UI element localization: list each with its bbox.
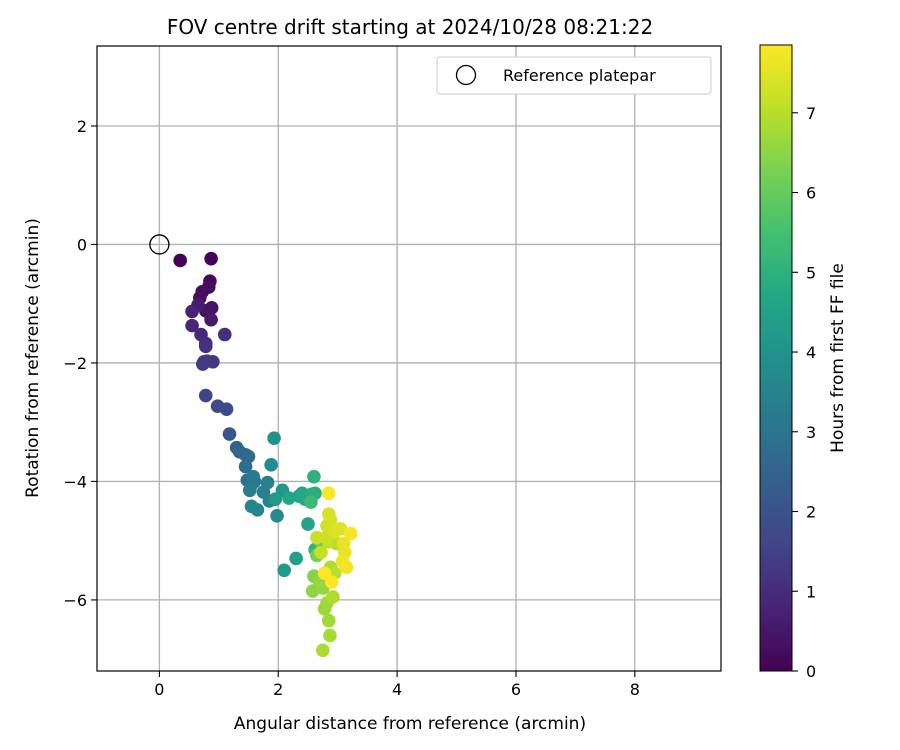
data-point bbox=[250, 503, 265, 517]
data-point bbox=[198, 339, 213, 354]
y-tick-label: 2 bbox=[77, 117, 87, 136]
data-point bbox=[185, 318, 199, 333]
data-point bbox=[195, 357, 210, 371]
colorbar-tick-label: 4 bbox=[806, 343, 816, 362]
chart-title: FOV centre drift starting at 2024/10/28 … bbox=[167, 15, 653, 39]
data-point bbox=[326, 590, 340, 604]
y-axis-label: Rotation from reference (arcmin) bbox=[23, 218, 43, 498]
scatter-points bbox=[173, 251, 358, 658]
colorbar-tick-label: 7 bbox=[806, 104, 816, 123]
reference-marker bbox=[149, 234, 170, 255]
colorbar-tick-label: 2 bbox=[806, 503, 816, 522]
data-point bbox=[282, 491, 296, 505]
data-point bbox=[222, 427, 237, 441]
data-point bbox=[242, 483, 257, 498]
x-ticks: 0 2 4 6 8 bbox=[154, 671, 640, 699]
data-point bbox=[204, 312, 218, 327]
reference-platepar-marker bbox=[149, 234, 170, 255]
data-point bbox=[321, 613, 336, 628]
data-point bbox=[333, 522, 348, 536]
colorbar-tick-label: 3 bbox=[806, 423, 816, 442]
colorbar-ticks: 0 1 2 3 4 5 6 7 bbox=[792, 104, 816, 681]
data-point bbox=[301, 517, 315, 531]
y-tick-label: 0 bbox=[77, 235, 87, 254]
data-point bbox=[343, 526, 358, 541]
data-point bbox=[267, 431, 281, 445]
data-point bbox=[270, 508, 284, 523]
y-tick-label: −4 bbox=[63, 472, 87, 491]
legend-marker-icon bbox=[455, 64, 477, 86]
data-point bbox=[277, 563, 292, 578]
y-tick-label: −2 bbox=[63, 354, 87, 373]
data-point bbox=[317, 566, 332, 581]
data-point bbox=[173, 253, 187, 268]
data-point bbox=[185, 304, 199, 319]
colorbar-tick-label: 5 bbox=[806, 263, 816, 282]
colorbar-tick-label: 1 bbox=[806, 582, 816, 601]
x-axis-label: Angular distance from reference (arcmin) bbox=[234, 714, 586, 734]
data-point bbox=[246, 469, 261, 484]
data-point bbox=[323, 628, 337, 643]
data-point bbox=[204, 251, 218, 266]
data-point bbox=[316, 643, 330, 658]
data-point bbox=[217, 327, 232, 342]
x-tick-label: 2 bbox=[273, 680, 283, 699]
data-point bbox=[198, 388, 213, 403]
data-point bbox=[268, 492, 283, 506]
colorbar-tick-label: 0 bbox=[806, 662, 816, 681]
y-ticks: −6 −4 −2 0 2 bbox=[63, 117, 97, 610]
colorbar-label: Hours from first FF file bbox=[828, 263, 848, 453]
y-tick-label: −6 bbox=[63, 591, 87, 610]
data-point bbox=[219, 402, 234, 416]
data-point bbox=[321, 486, 336, 501]
plot-frame bbox=[96, 45, 722, 672]
x-tick-label: 8 bbox=[630, 680, 640, 699]
data-point bbox=[289, 551, 303, 566]
legend: Reference platepar bbox=[436, 56, 712, 95]
data-point bbox=[307, 469, 321, 484]
x-tick-label: 6 bbox=[511, 680, 521, 699]
data-point bbox=[264, 458, 278, 472]
data-point bbox=[321, 507, 336, 521]
x-tick-label: 0 bbox=[154, 680, 164, 699]
x-tick-label: 4 bbox=[392, 680, 402, 699]
data-point bbox=[238, 459, 253, 474]
data-point bbox=[304, 495, 318, 509]
legend-entry-label: Reference platepar bbox=[503, 66, 656, 85]
colorbar: 0 1 2 3 4 5 6 7 Hours from first FF file bbox=[759, 44, 848, 681]
data-point bbox=[339, 560, 354, 575]
data-point bbox=[314, 545, 328, 560]
colorbar-tick-label: 6 bbox=[806, 184, 816, 203]
